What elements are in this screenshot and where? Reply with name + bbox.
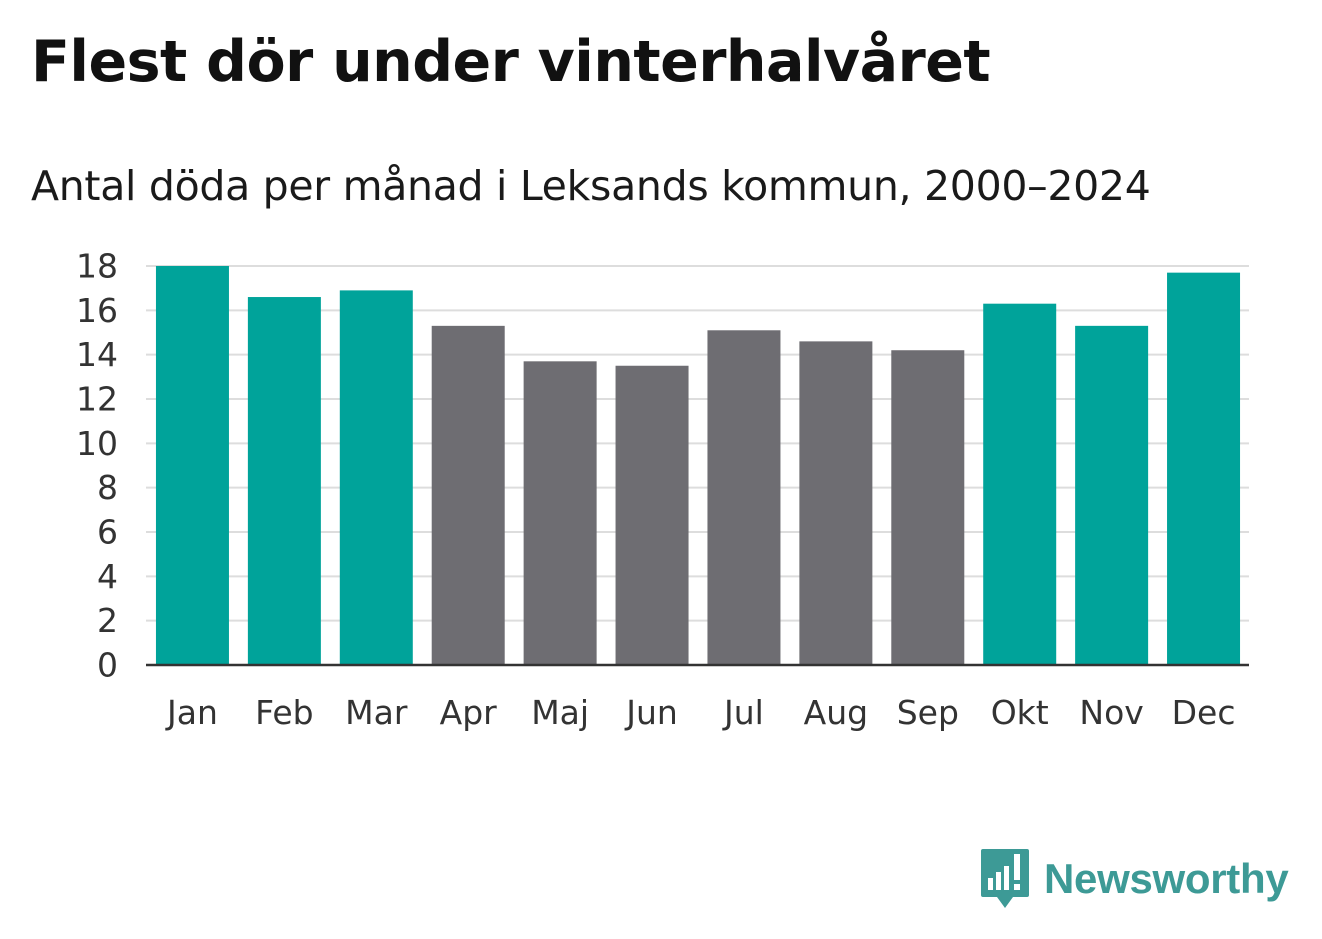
x-tick-label: Sep	[897, 693, 959, 732]
bar-sep	[891, 350, 965, 665]
bar-jul	[707, 330, 781, 665]
newsworthy-logo: Newsworthy	[980, 848, 1289, 910]
y-tick-label: 8	[97, 468, 118, 507]
y-tick-label: 14	[76, 335, 118, 374]
x-tick-label: Jun	[624, 693, 678, 732]
x-tick-label: Jan	[165, 693, 218, 732]
bar-maj	[523, 361, 597, 665]
x-tick-label: Okt	[991, 693, 1049, 732]
y-tick-label: 6	[97, 513, 118, 552]
bar-jun	[615, 365, 689, 665]
y-tick-label: 12	[76, 380, 118, 419]
x-tick-label: Feb	[255, 693, 313, 732]
x-tick-label: Dec	[1172, 693, 1236, 732]
x-tick-label: Maj	[531, 693, 589, 732]
grid-lines	[146, 265, 1249, 622]
x-tick-label: Jul	[722, 693, 764, 732]
y-axis-ticks: 0 2 4 6 8 10 12 14 16 18	[76, 247, 118, 685]
y-tick-label: 2	[97, 601, 118, 640]
newsworthy-logo-icon	[981, 849, 1029, 908]
bar-feb	[247, 297, 321, 665]
x-axis-ticks: Jan Feb Mar Apr Maj Jun Jul Aug Sep Okt Nov Dec	[165, 693, 1235, 732]
y-tick-label: 10	[76, 424, 118, 463]
bar-chart: 0 2 4 6 8 10 12 14 16 18 Jan Feb Mar Apr Maj Jun Jul Aug…	[76, 247, 1249, 732]
x-tick-label: Aug	[804, 693, 868, 732]
bar-nov	[1075, 325, 1149, 665]
y-tick-label: 4	[97, 557, 118, 596]
x-tick-label: Apr	[440, 693, 498, 732]
x-tick-label: Nov	[1079, 693, 1143, 732]
y-tick-label: 0	[97, 646, 118, 685]
y-tick-label: 16	[76, 291, 118, 330]
y-tick-label: 18	[76, 247, 118, 286]
bar-aug	[799, 341, 873, 665]
bar-dec	[1167, 272, 1241, 665]
bar-okt	[983, 303, 1057, 665]
bar-jan	[155, 266, 229, 665]
bar-mar	[339, 290, 413, 665]
bars	[155, 266, 1241, 665]
chart-title: Flest dör under vinterhalvåret	[31, 29, 991, 95]
x-tick-label: Mar	[345, 693, 408, 732]
bar-apr	[431, 325, 505, 665]
chart-subtitle: Antal döda per månad i Leksands kommun, …	[31, 162, 1151, 210]
brand-name: Newsworthy	[1044, 855, 1289, 902]
